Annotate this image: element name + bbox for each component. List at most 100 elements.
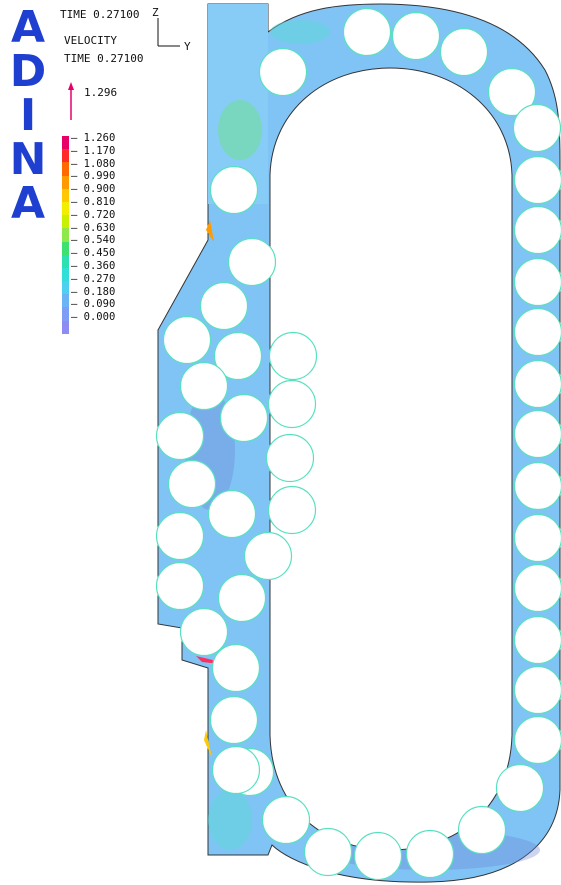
- legend-swatch: [62, 320, 69, 334]
- ball: [513, 665, 561, 715]
- legend-value: 0.000: [71, 311, 116, 324]
- vector-scale-arrow: [68, 82, 74, 120]
- logo-letter: N: [9, 134, 47, 185]
- hot-spot: [206, 220, 214, 242]
- ball: [513, 513, 561, 563]
- ball: [513, 615, 561, 665]
- legend-value: 0.450: [71, 247, 116, 260]
- time-label: TIME 0.27100: [60, 8, 140, 21]
- ball: [495, 763, 545, 813]
- ball-array: [155, 7, 561, 881]
- ball: [155, 411, 205, 461]
- ball: [209, 695, 259, 745]
- ball: [167, 459, 217, 509]
- ball: [207, 489, 257, 539]
- ball: [353, 831, 403, 881]
- legend-swatch: [62, 294, 69, 308]
- ball: [155, 511, 205, 561]
- ball: [513, 257, 561, 307]
- ball: [199, 281, 249, 331]
- ball: [267, 485, 317, 535]
- legend-value: 0.630: [71, 222, 116, 235]
- velocity-patch: [208, 790, 252, 850]
- ball: [267, 379, 317, 429]
- ball: [243, 531, 293, 581]
- velocity-patch: [270, 20, 330, 44]
- legend-swatch: [62, 228, 69, 242]
- ball: [513, 205, 561, 255]
- ball: [513, 409, 561, 459]
- legend-swatch: [62, 241, 69, 255]
- legend-value: 0.720: [71, 209, 116, 222]
- legend-swatch: [62, 136, 69, 150]
- logo-letter: D: [9, 46, 47, 97]
- ball: [211, 643, 261, 693]
- ball: [303, 827, 353, 877]
- ball: [155, 561, 205, 611]
- legend-value: 0.540: [71, 234, 116, 247]
- legend-value: 0.180: [71, 286, 116, 299]
- legend-labels: 1.2601.1701.0800.9900.9000.8100.7200.630…: [71, 132, 116, 324]
- legend-swatch: [62, 201, 69, 216]
- legend-value: 0.270: [71, 273, 116, 286]
- velocity-patch: [218, 100, 262, 160]
- ball: [457, 805, 507, 855]
- adina-logo: A D I N A: [8, 6, 48, 226]
- legend-swatch: [62, 254, 69, 268]
- legend-swatch: [62, 267, 69, 282]
- logo-letter: I: [19, 90, 37, 141]
- ball: [513, 715, 561, 765]
- logo-letter: A: [10, 178, 46, 229]
- ball: [513, 307, 561, 357]
- ball: [512, 103, 561, 153]
- legend-swatch: [62, 281, 69, 295]
- axis-triad: [157, 18, 180, 47]
- legend-swatch: [62, 215, 69, 229]
- ball: [227, 237, 277, 287]
- ball: [213, 331, 263, 381]
- ball: [513, 461, 561, 511]
- ball: [405, 829, 455, 879]
- ball: [513, 359, 561, 409]
- ball: [487, 67, 537, 117]
- legend-value: 1.080: [71, 158, 116, 171]
- ball: [513, 155, 561, 205]
- legend-swatch: [62, 149, 69, 163]
- logo-letter: A: [10, 2, 46, 53]
- ball: [265, 433, 315, 483]
- legend-swatch: [62, 188, 69, 202]
- ball: [179, 361, 229, 411]
- ball: [261, 795, 311, 845]
- legend-color-bar: [62, 136, 69, 334]
- ball: [439, 27, 489, 77]
- ball: [268, 331, 318, 381]
- legend-value: 0.810: [71, 196, 116, 209]
- ball: [217, 573, 267, 623]
- legend-swatch: [62, 175, 69, 189]
- ball: [513, 563, 561, 613]
- legend-value: 0.990: [71, 170, 116, 183]
- ball: [258, 47, 308, 97]
- quantity-time-label: TIME 0.27100: [64, 52, 144, 65]
- ball: [209, 165, 259, 215]
- ball: [211, 745, 261, 795]
- ball: [219, 393, 269, 443]
- axis-y-label: Y: [184, 40, 191, 53]
- ball: [391, 11, 441, 61]
- vector-max-label: 1.296: [84, 86, 118, 99]
- flow-domain: [157, 3, 561, 883]
- legend-value: 0.900: [71, 183, 116, 196]
- axis-z-label: Z: [152, 6, 159, 19]
- legend-value: 0.360: [71, 260, 116, 273]
- legend-value: 1.170: [71, 145, 116, 158]
- ball: [162, 315, 212, 365]
- legend-swatch: [62, 162, 69, 176]
- ball: [179, 607, 229, 657]
- legend-value: 1.260: [71, 132, 116, 145]
- legend-value: 0.090: [71, 298, 116, 311]
- ball: [342, 7, 392, 57]
- hot-spot: [204, 730, 212, 758]
- legend-swatch: [62, 307, 69, 321]
- quantity-label: VELOCITY: [64, 34, 117, 47]
